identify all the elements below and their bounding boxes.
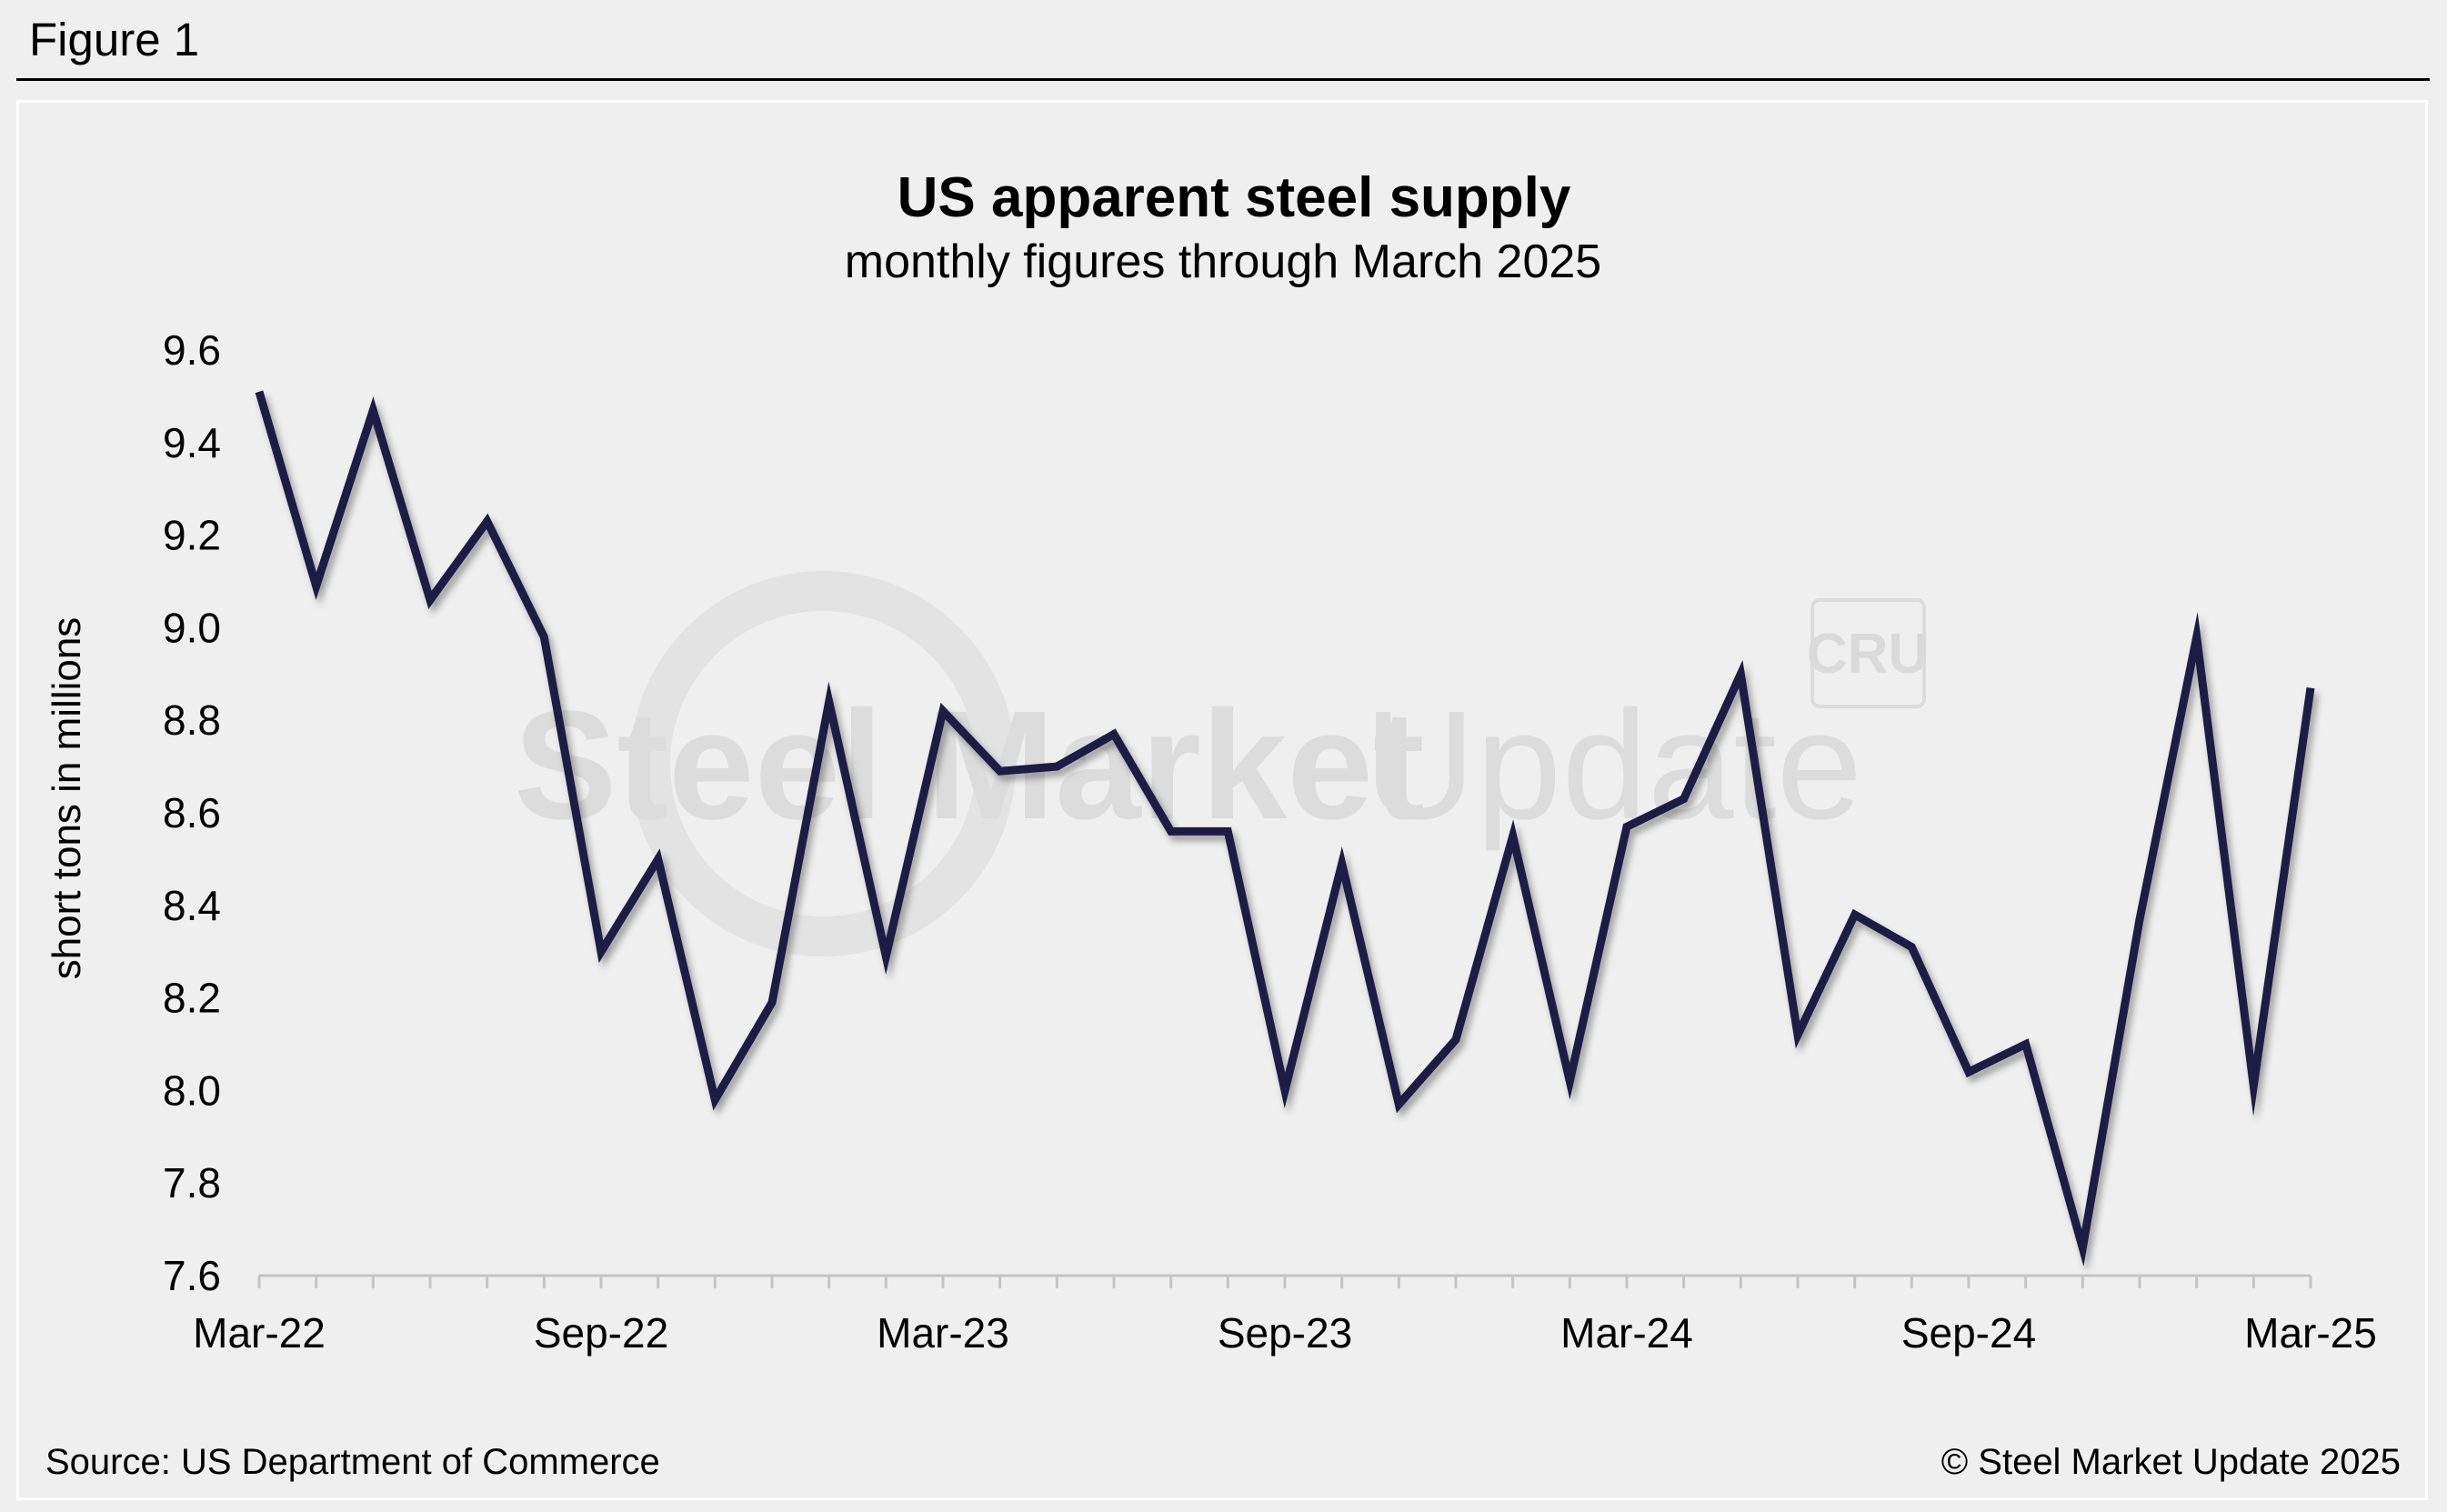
x-tick-marks [257,1276,2312,1288]
y-tick-label: 9.6 [163,326,221,374]
y-tick-labels: 9.6 9.4 9.2 9.0 8.8 8.6 8.4 8.2 8.0 7.8 7.6 [163,326,221,1299]
x-tick-label: Sep-23 [1218,1309,1352,1357]
watermark: Steel Market Update CRU [514,571,1929,956]
x-tick-labels: Mar-22 Sep-22 Mar-23 Sep-23 Mar-24 Sep-24 Mar-… [193,1309,2377,1357]
figure-label: Figure 1 [29,14,200,65]
y-tick-label: 9.2 [163,512,221,559]
watermark-badge-text: CRU [1807,623,1929,686]
source-note: Source: US Department of Commerce [45,1442,660,1482]
y-tick-label: 9.4 [163,419,221,466]
watermark-badge-box [1810,598,1926,708]
y-tick-label: 8.8 [163,696,221,744]
series-group [255,390,2315,1267]
y-tick-label: 7.6 [163,1252,221,1299]
chart-subtitle: monthly figures through March 2025 [845,235,1601,288]
watermark-text-light: Update [1364,679,1862,852]
y-tick-label: 8.2 [163,975,221,1022]
copyright-note: © Steel Market Update 2025 [1941,1442,2401,1482]
x-tick-label: Mar-22 [193,1309,326,1357]
y-axis-label: short tons in millions [45,617,89,980]
series-line [255,390,2315,1267]
y-tick-label: 8.6 [163,789,221,836]
y-tick-label: 8.4 [163,882,221,929]
chart-title: US apparent steel supply [898,166,1571,229]
watermark-text-bold: Steel Market [514,679,1425,852]
y-tick-label: 9.0 [163,604,221,651]
y-tick-label: 7.8 [163,1159,221,1207]
x-tick-label: Sep-24 [1901,1309,2036,1357]
chart-frame [16,100,2428,1500]
y-tick-label: 8.0 [163,1066,221,1114]
figure-rule [16,78,2430,81]
x-tick-label: Mar-25 [2244,1309,2377,1357]
x-tick-label: Sep-22 [534,1309,668,1357]
x-tick-label: Mar-23 [877,1309,1009,1357]
x-tick-label: Mar-24 [1560,1309,1693,1357]
